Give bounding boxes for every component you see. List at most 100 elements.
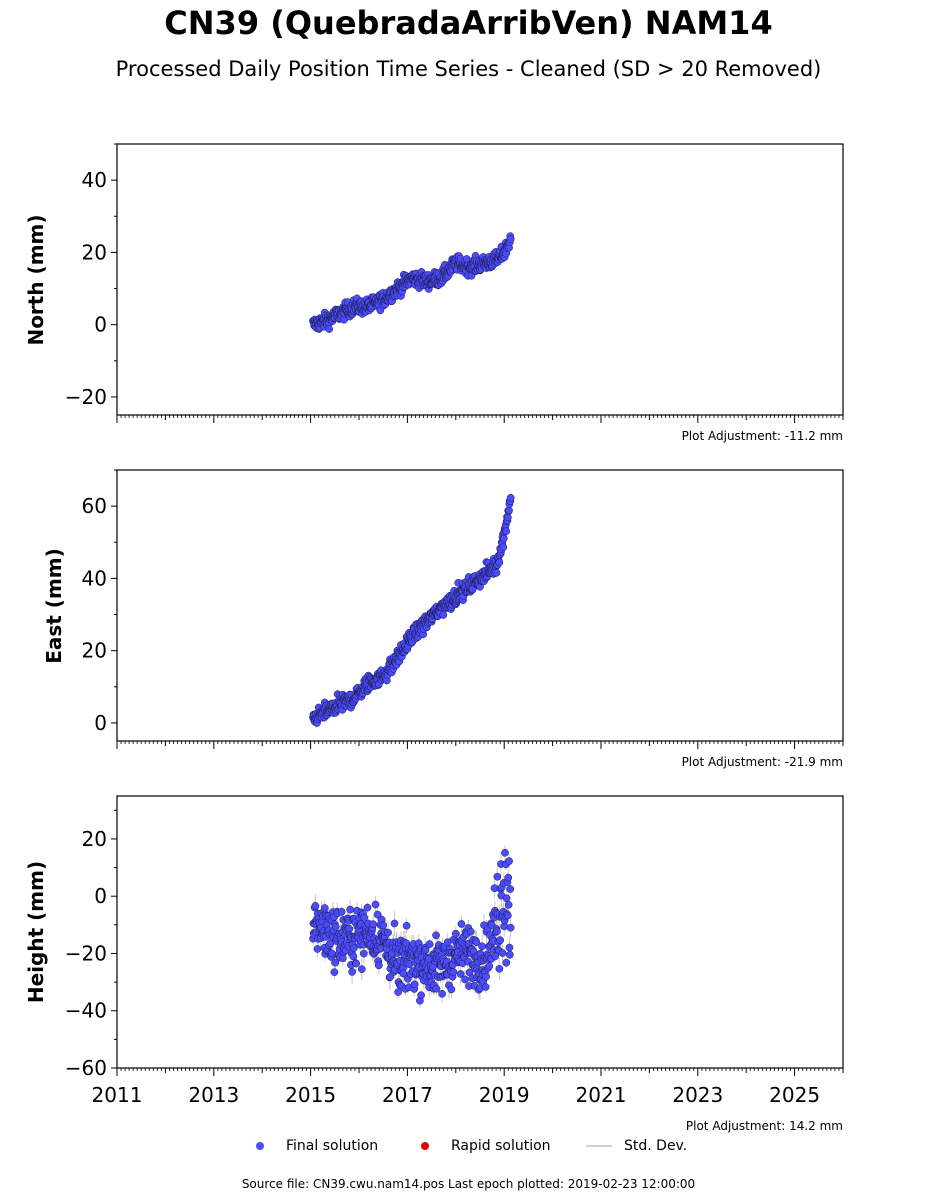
height-xtick-label: 2017 — [382, 1083, 433, 1107]
east-ytick-label: 60 — [82, 494, 107, 518]
north-ytick-label: 20 — [82, 240, 107, 264]
height-data-point — [331, 922, 340, 931]
height-frame — [116, 795, 844, 1069]
height-data-point — [421, 945, 430, 954]
height-data-point — [491, 952, 500, 961]
height-data-point — [505, 943, 514, 952]
chart-subtitle: Processed Daily Position Time Series - C… — [115, 57, 822, 81]
height-data-point — [410, 980, 419, 989]
legend-std-label: Std. Dev. — [624, 1138, 688, 1154]
height-data-point — [496, 936, 505, 944]
height-ytick-label: −40 — [65, 999, 107, 1023]
east-data-point — [505, 506, 513, 515]
height-data-point — [495, 964, 504, 973]
height-data-point — [402, 921, 411, 930]
std-line-icon — [586, 1145, 612, 1147]
height-data-point — [328, 949, 336, 958]
height-data-point — [311, 902, 320, 910]
height-xtick-label: 2021 — [576, 1083, 627, 1107]
height-data-point — [390, 919, 399, 928]
east-ytick-label: 0 — [94, 711, 107, 735]
north-ytick-label: 0 — [94, 313, 107, 337]
height-ylabel: Height (mm) — [24, 860, 48, 1004]
east-data-point — [495, 558, 504, 567]
final-marker-icon — [256, 1142, 264, 1150]
height-data-point — [349, 944, 358, 953]
height-data-point — [384, 928, 392, 937]
height-data-point — [360, 913, 369, 922]
height-data-point — [482, 972, 490, 981]
source-note: Source file: CN39.cwu.nam14.pos Last epo… — [241, 1177, 696, 1191]
height-data-point — [461, 975, 469, 984]
height-xtick-label: 2025 — [769, 1083, 820, 1107]
east-data-point — [499, 543, 508, 552]
east-plot-adjustment: Plot Adjustment: -21.9 mm — [681, 755, 843, 769]
height-data-point — [481, 983, 490, 991]
height-data-point — [501, 848, 509, 857]
east-data-point — [502, 527, 511, 536]
east-data-point — [506, 493, 515, 502]
height-data-point — [493, 872, 502, 881]
height-data-point — [313, 945, 322, 953]
height-xtick-label: 2019 — [479, 1083, 530, 1107]
height-data-point — [331, 958, 340, 967]
height-points — [309, 845, 515, 1008]
north-plot-adjustment: Plot Adjustment: -11.2 mm — [681, 429, 843, 443]
legend-std: Std. Dev. — [586, 1138, 687, 1154]
height-data-point — [505, 950, 514, 959]
height-data-point — [457, 920, 466, 928]
east-data-point — [492, 568, 501, 577]
height-ytick-label: 0 — [94, 884, 107, 908]
height-data-point — [447, 985, 456, 994]
height-data-point — [417, 991, 425, 1000]
height-data-point — [438, 989, 446, 998]
legend-rapid: Rapid solution — [421, 1138, 551, 1154]
height-data-point — [506, 923, 515, 932]
height-ytick-label: −20 — [65, 941, 107, 965]
height-data-point — [394, 988, 402, 996]
height-data-point — [373, 910, 382, 919]
height-data-point — [472, 938, 481, 947]
height-data-point — [337, 907, 346, 916]
height-data-point — [432, 984, 441, 993]
north-points — [309, 232, 515, 334]
height-data-point — [374, 961, 383, 970]
north-data-point — [506, 235, 515, 243]
north-data-point — [325, 325, 334, 333]
legend-final-label: Final solution — [286, 1138, 379, 1154]
east-points — [309, 493, 515, 728]
height-xtick-label: 2015 — [285, 1083, 336, 1107]
north-ytick-label: 40 — [82, 168, 107, 192]
height-data-point — [330, 968, 339, 977]
height-data-point — [504, 901, 513, 909]
height-data-point — [432, 931, 440, 940]
height-data-point — [466, 927, 475, 936]
height-ytick-label: −60 — [65, 1056, 107, 1080]
east-data-point — [439, 611, 448, 619]
height-ytick-label: 20 — [82, 827, 107, 851]
height-data-point — [346, 905, 354, 914]
rapid-marker-icon — [421, 1142, 429, 1150]
height-xtick-label: 2011 — [92, 1083, 143, 1107]
height-data-point — [352, 959, 361, 968]
north-ylabel: North (mm) — [24, 214, 48, 346]
height-data-point — [485, 962, 494, 971]
height-data-point — [348, 968, 356, 976]
height-data-point — [449, 968, 458, 976]
height-data-point — [359, 949, 368, 958]
height-data-point — [363, 903, 372, 912]
height-data-point — [503, 911, 512, 920]
height-data-point — [498, 949, 507, 957]
height-data-point — [451, 929, 460, 938]
height-data-point — [502, 958, 511, 967]
height-data-point — [493, 927, 501, 936]
legend: Final solution Rapid solution Std. Dev. — [0, 1138, 937, 1158]
height-data-point — [357, 965, 366, 973]
height-data-point — [502, 894, 511, 903]
north-frame — [116, 143, 844, 416]
height-data-point — [369, 920, 377, 928]
height-data-point — [386, 973, 394, 981]
chart-title: CN39 (QuebradaArribVen) NAM14 — [164, 4, 773, 42]
height-xtick-label: 2023 — [672, 1083, 723, 1107]
